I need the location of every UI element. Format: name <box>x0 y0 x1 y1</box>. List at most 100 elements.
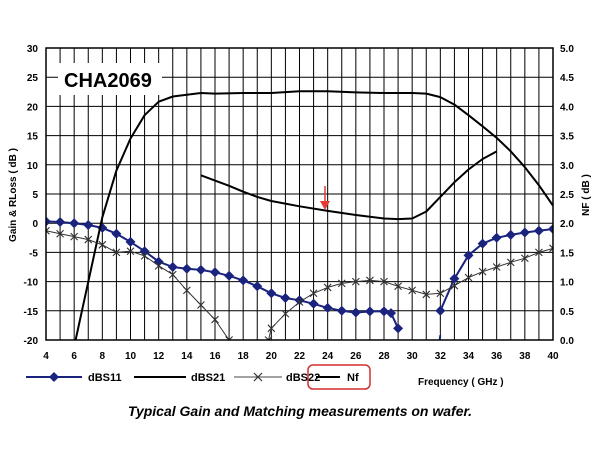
series-dbs22 <box>46 226 553 340</box>
legend: dBS11 dBS21 dBS22 Nf <box>26 364 371 390</box>
data-point-dbs11 <box>350 307 361 318</box>
legend-nf-box <box>307 364 371 390</box>
data-point-dbs22 <box>295 298 304 306</box>
x-tick-label: 30 <box>407 351 419 362</box>
data-point-dbs22 <box>506 258 515 267</box>
ticks-layer: 4 6 8 10 12 14 16 18 20 22 24 26 28 30 32 34 36 38 40 30 25 2… <box>24 44 575 362</box>
y-tick-label: -5 <box>29 248 38 259</box>
data-point-dbs11 <box>364 306 375 317</box>
y2-tick-label: 2.5 <box>560 190 574 201</box>
x-tick-label: 10 <box>125 351 137 362</box>
data-point-dbs22 <box>168 270 177 279</box>
x-tick-label: 28 <box>378 351 390 362</box>
series-line-dbs22 <box>268 247 553 340</box>
x-tick-label: 20 <box>266 351 278 362</box>
x-tick-label: 34 <box>463 351 475 362</box>
y-tick-label: 5 <box>32 190 38 201</box>
data-point-dbs11 <box>435 305 446 316</box>
data-point-dbs11 <box>477 238 488 249</box>
data-point-dbs22 <box>464 273 473 282</box>
data-point-dbs11 <box>379 306 389 317</box>
data-point-dbs11 <box>83 219 94 230</box>
data-point-dbs11 <box>336 305 347 316</box>
x-tick-label: 22 <box>294 351 306 362</box>
data-point-dbs11 <box>111 228 122 239</box>
y2-tick-label: 1.5 <box>560 248 574 259</box>
x-tick-label: 4 <box>43 351 49 362</box>
data-point-dbs22 <box>182 286 191 295</box>
data-point-dbs22 <box>323 283 332 292</box>
data-point-dbs11 <box>224 270 235 281</box>
x-axis-title: Frequency ( GHz ) <box>418 377 504 388</box>
y-tick-label: 20 <box>27 102 39 113</box>
data-point-dbs22 <box>478 267 487 276</box>
data-point-dbs22 <box>70 232 79 241</box>
y-axis-title: Gain & RLoss ( dB ) <box>8 148 19 242</box>
data-point-dbs11 <box>294 295 305 306</box>
data-point-dbs11 <box>266 288 277 299</box>
y-tick-label: 0 <box>32 219 38 230</box>
data-point-dbs11 <box>125 236 136 247</box>
y-tick-label: -15 <box>24 307 39 318</box>
y-tick-label: 25 <box>27 73 39 84</box>
data-point-dbs22 <box>98 240 107 249</box>
nf-min-arrow <box>320 186 330 210</box>
data-point-dbs11 <box>252 281 263 292</box>
data-point-dbs22 <box>422 290 431 299</box>
data-point-dbs22 <box>112 248 121 257</box>
data-point-dbs11 <box>280 292 291 303</box>
data-point-dbs22 <box>351 277 360 286</box>
data-point-dbs22 <box>366 276 374 285</box>
data-point-dbs22 <box>46 226 50 235</box>
data-point-dbs11 <box>533 225 544 236</box>
data-point-dbs22 <box>56 229 64 238</box>
data-point-dbs22 <box>549 244 553 253</box>
data-point-dbs22 <box>535 248 543 257</box>
data-point-dbs22 <box>492 263 501 271</box>
x-tick-label: 32 <box>435 351 447 362</box>
data-point-dbs11 <box>167 262 178 272</box>
y-tick-label: 10 <box>27 161 39 172</box>
series-line-nf <box>200 150 498 221</box>
y-tick-label: 15 <box>27 132 39 143</box>
series-line-connector <box>403 339 405 340</box>
x-tick-label: 6 <box>71 351 77 362</box>
series-dbs11 <box>46 216 553 334</box>
data-point-dbs22 <box>436 289 445 298</box>
data-point-dbs11 <box>505 229 516 240</box>
data-point-dbs22 <box>126 247 135 256</box>
y2-tick-label: 1.0 <box>560 278 574 289</box>
data-point-dbs22 <box>281 309 290 318</box>
data-point-dbs22 <box>380 277 388 286</box>
y2-tick-label: 3.0 <box>560 161 574 172</box>
data-point-dbs11 <box>393 323 404 334</box>
legend-item-dbs11: dBS11 <box>26 372 122 384</box>
legend-label-nf: Nf <box>347 372 359 384</box>
data-point-dbs11 <box>210 267 220 278</box>
data-point-dbs22 <box>394 282 402 291</box>
legend-item-nf: Nf <box>307 364 371 390</box>
x-tick-label: 38 <box>519 351 531 362</box>
x-tick-label: 24 <box>322 351 334 362</box>
legend-label-dbs22: dBS22 <box>286 372 320 384</box>
legend-label-dbs21: dBS21 <box>191 372 225 384</box>
data-point-dbs11 <box>386 308 397 319</box>
y2-tick-label: 2.0 <box>560 219 574 230</box>
y-tick-label: -10 <box>24 278 39 289</box>
data-point-dbs22 <box>211 315 219 324</box>
title-box <box>58 63 162 95</box>
series-nf <box>200 150 498 221</box>
frame-layer <box>45 47 554 341</box>
plot-frame <box>45 47 554 341</box>
y2-tick-label: 4.0 <box>560 102 574 113</box>
y2-tick-label: 0.0 <box>560 336 574 347</box>
data-point-dbs22 <box>450 281 459 290</box>
data-point-dbs11 <box>55 217 66 228</box>
data-point-dbs11 <box>46 216 51 227</box>
chart-title: CHA2069 <box>64 70 152 92</box>
x-tick-label: 36 <box>491 351 503 362</box>
series-layer <box>46 90 553 340</box>
data-point-dbs22 <box>140 252 149 260</box>
